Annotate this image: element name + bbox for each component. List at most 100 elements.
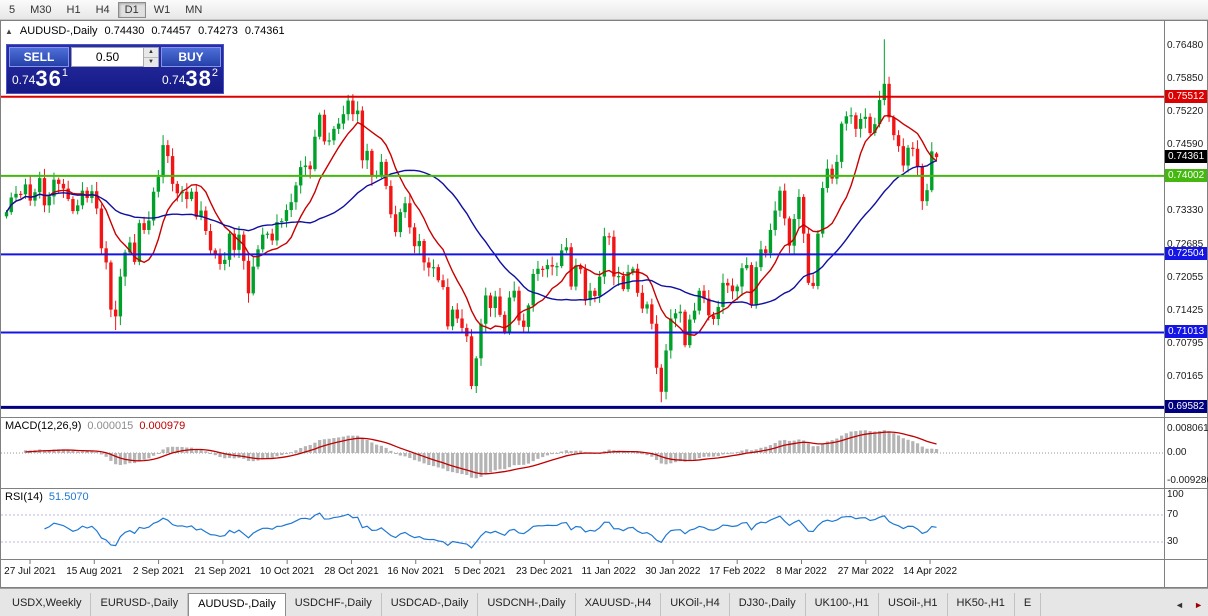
rsi-title: RSI(14)	[5, 491, 43, 503]
rsi-value: 51.5070	[48, 491, 89, 503]
level-price-label: 0.74002	[1165, 168, 1208, 182]
price-tick-label: 0.72685	[1167, 238, 1204, 250]
timeframe-button-m30[interactable]: M30	[30, 3, 52, 16]
sell-price-pips: 36	[35, 66, 62, 91]
price-tick-label: 0.71425	[1167, 304, 1204, 316]
ma-slow-line	[5, 159, 937, 306]
macd-title: MACD(12,26,9)	[5, 420, 82, 432]
chart-tab-usdcad-daily[interactable]: USDCAD-,Daily	[382, 593, 479, 616]
date-tick-label: 21 Sep 2021	[194, 566, 252, 577]
volume-stepper[interactable]: 0.50 ▲ ▼	[71, 47, 159, 67]
timeframe-button-5[interactable]: 5	[9, 3, 16, 16]
level-price-label: 0.75512	[1165, 89, 1208, 103]
quote-low: 0.74273	[198, 25, 238, 37]
chart-tab-xauusd-h4[interactable]: XAUUSD-,H4	[576, 593, 662, 616]
macd-panel-title: MACD(12,26,9) 0.000015 0.000979	[5, 420, 185, 432]
macd-main-value: 0.000015	[87, 420, 134, 432]
chart-tab-bar: USDX,Weekly EURUSD-,Daily AUDUSD-,Daily USD…	[0, 588, 1208, 616]
chart-tab-usoil-h1[interactable]: USOil-,H1	[879, 593, 948, 616]
candles	[4, 39, 939, 403]
sell-price-point: 1	[61, 67, 68, 79]
sell-price: 0.74 36 1	[12, 66, 68, 91]
price-tick-label: 0.70165	[1167, 370, 1204, 382]
buy-price-big-figure: 0.74	[162, 73, 186, 87]
date-tick-label: 30 Jan 2022	[645, 566, 701, 577]
price-tick-label: 0.70795	[1167, 337, 1204, 349]
ma-fast-line	[5, 114, 937, 336]
tab-scroll-controls: ◄ ►	[1170, 600, 1208, 616]
sell-button[interactable]: SELL	[9, 47, 69, 67]
price-tick-label: 0.75220	[1167, 106, 1204, 118]
chart-tabs: USDX,Weekly EURUSD-,Daily AUDUSD-,Daily USD…	[0, 593, 1170, 616]
tabs-scroll-right-icon[interactable]: ►	[1194, 600, 1203, 610]
quote-symbol: AUDUSD-,Daily	[19, 25, 98, 37]
current-price-label: 0.74361	[1165, 150, 1208, 164]
level-price-label: 0.69582	[1165, 400, 1208, 414]
price-tick-label: 0.73330	[1167, 205, 1204, 217]
chart-tab-e[interactable]: E	[1015, 593, 1042, 616]
date-tick-label: 5 Dec 2021	[454, 566, 506, 577]
chart-tab-usdchf-daily[interactable]: USDCHF-,Daily	[286, 593, 382, 616]
sell-price-big-figure: 0.74	[12, 73, 36, 87]
date-tick-label: 11 Jan 2022	[581, 566, 636, 577]
level-price-label: 0.71013	[1165, 325, 1208, 339]
rsi-tick-label: 70	[1167, 509, 1179, 520]
spinner-up-icon[interactable]: ▲	[144, 48, 158, 58]
date-tick-label: 2 Sep 2021	[132, 566, 185, 577]
timeframe-button-h1[interactable]: H1	[66, 3, 81, 16]
chart-tab-eurusd-daily[interactable]: EURUSD-,Daily	[91, 593, 189, 616]
timeframe-button-w1[interactable]: W1	[153, 3, 171, 16]
one-click-trading-widget: SELL 0.50 ▲ ▼ BUY 0.74 36 1 0.74 38 2	[6, 44, 224, 94]
rsi-panel-title: RSI(14) 51.5070	[5, 491, 89, 503]
rsi-tick-label: 30	[1167, 536, 1179, 547]
buy-price-pips: 38	[185, 66, 212, 91]
price-tick-label: 0.76480	[1167, 40, 1204, 52]
chart-tab-usdcnh-daily[interactable]: USDCNH-,Daily	[478, 593, 576, 616]
rsi-line	[44, 512, 937, 549]
date-tick-label: 27 Mar 2022	[837, 566, 894, 577]
date-tick-label: 10 Oct 2021	[259, 566, 315, 577]
chart-tab-ukoil-h4[interactable]: UKOil-,H4	[661, 593, 730, 616]
macd-tick-label: 0.008061	[1167, 423, 1208, 434]
quote-close: 0.74361	[244, 25, 285, 37]
date-tick-label: 23 Dec 2021	[515, 566, 573, 577]
quote-header: ▲ AUDUSD-,Daily 0.74430 0.74457 0.74273 …	[5, 25, 285, 37]
spinner-down-icon[interactable]: ▼	[144, 58, 158, 67]
volume-spinner[interactable]: ▲ ▼	[143, 48, 158, 67]
buy-price-point: 2	[211, 67, 218, 79]
date-tick-label: 8 Mar 2022	[776, 566, 827, 577]
macd-tick-label: 0.00	[1167, 447, 1187, 458]
volume-value[interactable]: 0.50	[95, 50, 120, 64]
macd-signal-line	[25, 431, 937, 475]
date-tick-label: 15 Aug 2021	[66, 566, 123, 577]
rsi-tick-label: 100	[1167, 488, 1184, 500]
macd-signal-value: 0.000979	[139, 420, 186, 432]
chart-tab-dj30-daily[interactable]: DJ30-,Daily	[730, 593, 806, 616]
price-tick-label: 0.75850	[1167, 73, 1204, 85]
price-tick-label: 0.74590	[1167, 139, 1204, 151]
macd-tick-label: -0.009286	[1167, 474, 1208, 486]
chart-tab-usdx-weekly[interactable]: USDX,Weekly	[3, 593, 92, 616]
date-tick-label: 17 Feb 2022	[709, 566, 766, 577]
quote-open: 0.74430	[104, 25, 145, 37]
tick-up-icon: ▲	[5, 26, 13, 36]
timeframe-button-d1[interactable]: D1	[117, 1, 146, 18]
date-tick-label: 16 Nov 2021	[387, 566, 445, 577]
level-price-label: 0.72504	[1165, 247, 1208, 261]
price-tick-label: 0.72055	[1167, 271, 1204, 283]
date-tick-label: 14 Apr 2022	[903, 566, 958, 577]
date-tick-label: 28 Oct 2021	[324, 566, 379, 577]
tabs-scroll-left-icon[interactable]: ◄	[1175, 600, 1184, 610]
quote-high: 0.74457	[151, 25, 192, 37]
timeframe-button-mn[interactable]: MN	[185, 3, 203, 16]
chart-tab-hk50-h1[interactable]: HK50-,H1	[948, 593, 1015, 616]
timeframe-button-h4[interactable]: H4	[95, 3, 110, 16]
date-tick-label: 27 Jul 2021	[4, 566, 56, 577]
chart-tab-audusd-daily[interactable]: AUDUSD-,Daily	[188, 593, 286, 616]
buy-button[interactable]: BUY	[161, 47, 221, 67]
chart-tab-uk100-h1[interactable]: UK100-,H1	[806, 593, 880, 616]
timeframe-toolbar: 5 M30 H1 H4 D1 W1 MN	[0, 0, 1208, 20]
buy-price: 0.74 38 2	[162, 66, 218, 91]
